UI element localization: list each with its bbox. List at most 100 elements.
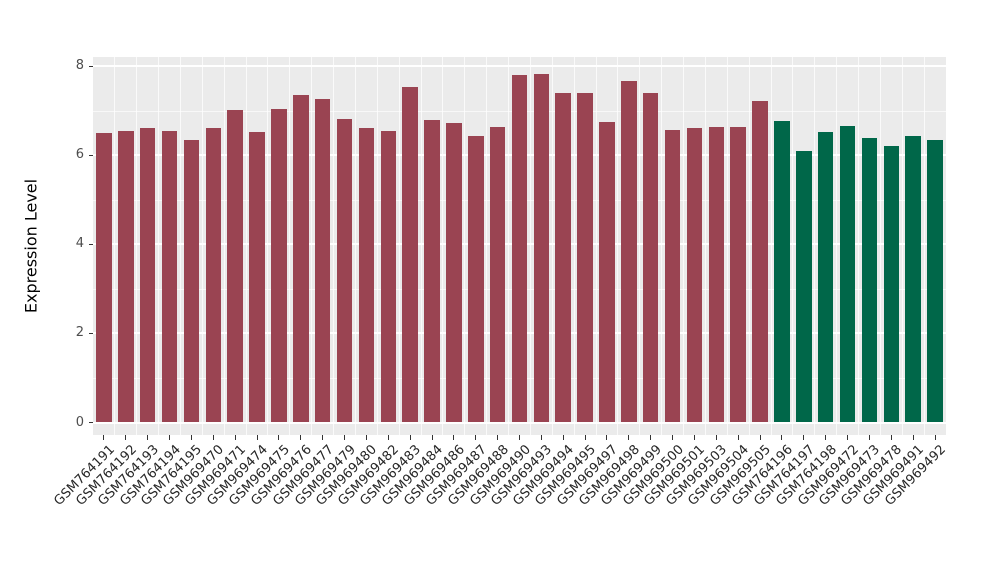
y-tick (88, 154, 93, 156)
v-gridline (726, 57, 728, 435)
bar (686, 127, 703, 423)
v-gridline (136, 57, 138, 435)
x-tick (737, 435, 739, 440)
y-tick (88, 422, 93, 423)
bar (555, 92, 571, 423)
bar (314, 99, 331, 423)
v-gridline (179, 57, 181, 435)
v-gridline (245, 57, 247, 435)
x-tick (781, 435, 783, 440)
x-tick (190, 435, 192, 440)
x-tick (497, 435, 499, 440)
v-gridline (551, 57, 553, 435)
x-tick (147, 435, 149, 440)
x-tick (125, 435, 127, 440)
bar (161, 130, 178, 423)
v-gridline (595, 57, 597, 435)
x-tick (672, 435, 674, 440)
bar (796, 150, 812, 423)
x-tick (409, 435, 411, 440)
bar (424, 120, 440, 423)
v-gridline (354, 57, 356, 435)
bar (139, 127, 156, 423)
v-gridline (923, 57, 925, 435)
y-axis-tick-label: 8 (75, 58, 84, 74)
bar (642, 92, 659, 423)
bar (774, 121, 790, 423)
y-tick (88, 65, 93, 67)
bar (621, 81, 637, 423)
bar (730, 126, 746, 423)
v-gridline (617, 57, 619, 435)
x-tick (344, 435, 346, 440)
bar (927, 140, 943, 423)
x-tick (912, 435, 914, 440)
v-gridline (398, 57, 400, 435)
v-gridline (792, 57, 794, 435)
x-tick (825, 435, 827, 440)
bar (183, 140, 200, 423)
bar (489, 126, 506, 423)
h-gridline-major (93, 421, 946, 424)
bar (905, 135, 921, 423)
x-tick (606, 435, 608, 440)
x-tick (759, 435, 761, 440)
v-gridline (442, 57, 444, 435)
bar (577, 92, 593, 423)
x-tick (693, 435, 695, 440)
v-gridline (508, 57, 510, 435)
bar (96, 132, 112, 423)
v-gridline (201, 57, 203, 435)
bar (358, 127, 375, 423)
bar (336, 119, 353, 423)
v-gridline (267, 57, 269, 435)
v-gridline (704, 57, 706, 435)
x-tick (234, 435, 236, 440)
x-tick (803, 435, 805, 440)
y-axis-tick-label: 2 (75, 325, 84, 341)
v-gridline (420, 57, 422, 435)
bar (599, 122, 615, 423)
bar (533, 74, 550, 423)
v-gridline (464, 57, 466, 435)
x-tick (562, 435, 564, 440)
v-gridline (223, 57, 225, 435)
bar (293, 94, 309, 423)
bar (708, 127, 725, 423)
v-gridline (486, 57, 488, 435)
x-tick (934, 435, 936, 440)
x-tick (584, 435, 586, 440)
chart-panel (93, 57, 946, 435)
y-tick (88, 332, 93, 334)
x-tick (278, 435, 280, 440)
v-gridline (311, 57, 313, 435)
x-tick (868, 435, 870, 440)
bar (664, 129, 681, 423)
y-tick (88, 243, 93, 245)
x-tick (453, 435, 455, 440)
v-gridline (814, 57, 816, 435)
x-tick (212, 435, 214, 440)
x-tick (715, 435, 717, 440)
y-axis-tick-label: 4 (75, 236, 84, 252)
x-tick (169, 435, 171, 440)
bar (205, 127, 222, 423)
bar (446, 123, 462, 423)
x-tick (540, 435, 542, 440)
v-gridline (770, 57, 772, 435)
x-tick (475, 435, 477, 440)
v-gridline (748, 57, 750, 435)
bar (817, 132, 834, 423)
x-tick (103, 435, 105, 440)
bar (468, 135, 484, 423)
v-gridline (573, 57, 575, 435)
x-tick (365, 435, 367, 440)
v-gridline (683, 57, 685, 435)
v-gridline (158, 57, 160, 435)
bar (511, 74, 528, 423)
h-gridline-major (93, 65, 946, 68)
x-tick (628, 435, 630, 440)
x-tick (431, 435, 433, 440)
v-gridline (901, 57, 903, 435)
